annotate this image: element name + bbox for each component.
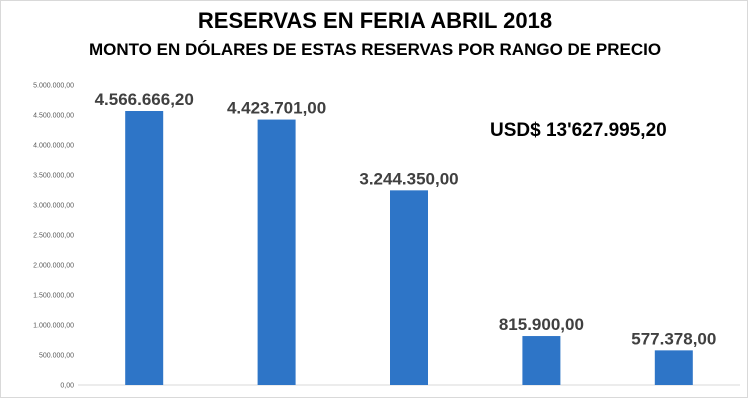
- y-tick-label: 3.500.000,00: [33, 173, 74, 180]
- y-tick-label: 2.500.000,00: [33, 233, 74, 240]
- chart-subtitle: MONTO EN DÓLARES DE ESTAS RESERVAS POR R…: [88, 40, 662, 59]
- bar: [390, 190, 428, 385]
- y-tick-label: 4.000.000,00: [33, 143, 74, 150]
- data-label: 577.378,00: [631, 329, 716, 348]
- bar: [522, 336, 561, 385]
- y-tick-label: 1.500.000,00: [33, 293, 74, 300]
- data-label: 815.900,00: [499, 315, 584, 334]
- bar: [125, 111, 164, 385]
- bar: [654, 350, 693, 385]
- y-tick-label: 5.000.000,00: [33, 83, 74, 90]
- y-tick-label: 1.000.000,00: [33, 323, 74, 330]
- y-tick-label: 500.000,00: [39, 353, 74, 360]
- data-label: 4.423.701,00: [227, 99, 326, 118]
- y-tick-label: 2.000.000,00: [33, 263, 74, 270]
- chart-title: RESERVAS EN FERIA ABRIL 2018: [197, 8, 553, 33]
- y-tick-label: 4.500.000,00: [33, 113, 74, 120]
- bar: [257, 119, 296, 385]
- y-tick-label: 0,00: [60, 383, 74, 390]
- data-label: 3.244.350,00: [359, 169, 458, 188]
- total-annotation: USD$ 13'627.995,20: [490, 120, 667, 141]
- y-tick-label: 3.000.000,00: [33, 203, 74, 210]
- data-label: 4.566.666,20: [95, 90, 194, 109]
